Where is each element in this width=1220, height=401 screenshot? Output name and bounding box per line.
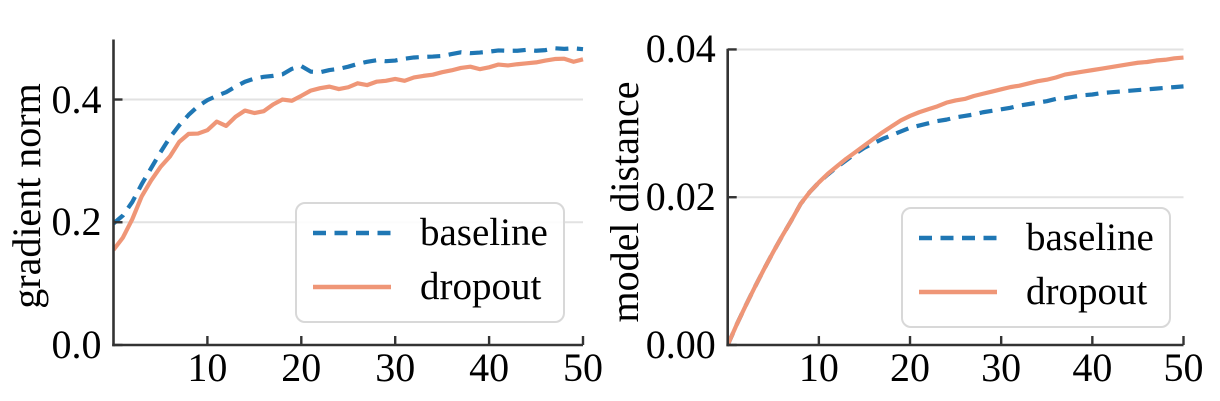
x-tick-label: 50 [563,345,603,390]
x-tick-label: 10 [187,345,228,390]
x-tick-label: 20 [890,345,931,390]
dropout-solid-line-sample [313,284,391,290]
legend-label-baseline: baseline [420,211,548,254]
y-tick-label: 0.0 [51,322,102,367]
legend-label-dropout: dropout [420,265,542,308]
x-tick-label: 30 [981,345,1022,390]
legend-row-dropout: dropout [919,265,1169,319]
x-tick-label: 30 [375,345,416,390]
x-tick-label: 20 [281,345,322,390]
curve-dropout [113,56,584,252]
legend-label-baseline: baseline [1026,216,1154,259]
x-tick-label: 10 [798,345,839,390]
y-tick-label: 0.4 [51,76,102,122]
dropout-solid-line-sample [919,289,997,295]
y-tick-label: 0.00 [645,322,716,367]
curve-baseline [113,46,584,226]
x-tick-label: 40 [1072,345,1113,390]
y-tick-label: 0.02 [645,174,716,220]
curve-baseline [727,84,1184,346]
x-tick-label: 40 [469,345,510,390]
y-tick-label: 0.2 [51,199,102,245]
baseline-dashed-line-sample [919,235,997,241]
legend-row-baseline: baseline [313,206,563,260]
legend-label-dropout: dropout [1026,270,1148,313]
legend-left: baseline dropout [295,202,565,323]
legend-right: baseline dropout [901,207,1171,328]
curve-dropout [727,55,1184,346]
legend-row-baseline: baseline [919,211,1169,265]
x-tick-label: 50 [1163,345,1204,390]
y-tick-label: 0.04 [645,26,716,72]
legend-row-dropout: dropout [313,260,563,314]
baseline-dashed-line-sample [313,230,391,236]
